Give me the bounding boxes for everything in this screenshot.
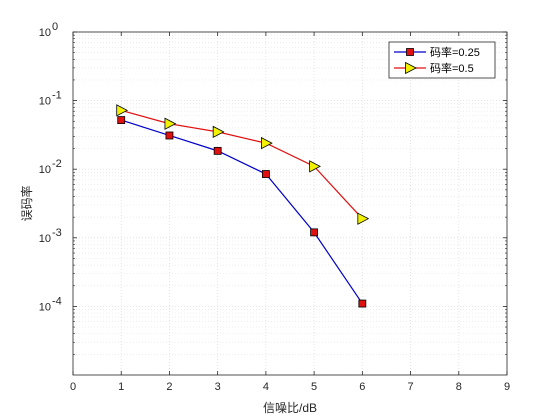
data-point: [261, 170, 270, 178]
y-tick-label: 10: [39, 96, 51, 108]
x-tick-label: 4: [263, 381, 269, 393]
series-layer: [116, 104, 370, 308]
data-point: [164, 117, 177, 130]
x-tick-label: 2: [166, 381, 172, 393]
y-tick-exponent: 0: [52, 21, 58, 33]
y-tick-exponent: -2: [52, 158, 62, 170]
y-tick-label: 10: [39, 164, 51, 176]
data-point: [117, 116, 126, 124]
x-tick-label: 9: [504, 381, 510, 393]
series-line: [121, 119, 363, 304]
y-tick-exponent: -1: [52, 90, 62, 102]
y-axis-title: 误码率: [19, 185, 34, 221]
legend-item: 码率=0.25: [394, 45, 480, 59]
legend-label: 码率=0.25: [430, 45, 480, 59]
x-tick-label: 7: [407, 381, 413, 393]
y-tick-label: 10: [39, 27, 51, 39]
y-tick-label: 10: [39, 301, 51, 313]
legend-label: 码率=0.5: [430, 61, 474, 75]
x-tick-label: 3: [215, 381, 221, 393]
series-2: [116, 104, 370, 225]
x-tick-label: 6: [359, 381, 365, 393]
y-tick-exponent: -3: [52, 227, 62, 239]
x-tick-label: 5: [311, 381, 317, 393]
data-point: [357, 212, 370, 225]
data-point: [213, 146, 222, 155]
y-tick-label: 10: [39, 233, 51, 245]
legend: 码率=0.25 码率=0.5: [388, 41, 496, 79]
legend-marker: [405, 61, 417, 75]
data-point: [309, 160, 321, 173]
data-point: [116, 104, 129, 117]
y-tick-exponent: -4: [52, 295, 62, 307]
data-point: [358, 299, 367, 308]
axes-box: [72, 31, 508, 376]
x-tick-label: 0: [70, 381, 76, 393]
data-point: [260, 136, 273, 150]
data-point: [212, 125, 225, 139]
x-tick-label: 8: [456, 381, 462, 393]
x-tick-label: 1: [118, 381, 124, 393]
legend-item: 码率=0.5: [394, 61, 474, 75]
series-1: [117, 116, 367, 308]
series-line: [121, 109, 363, 220]
x-axis-title: 信噪比/dB: [263, 401, 317, 415]
data-point: [165, 131, 174, 140]
data-point: [310, 228, 319, 237]
legend-marker: [406, 48, 414, 56]
